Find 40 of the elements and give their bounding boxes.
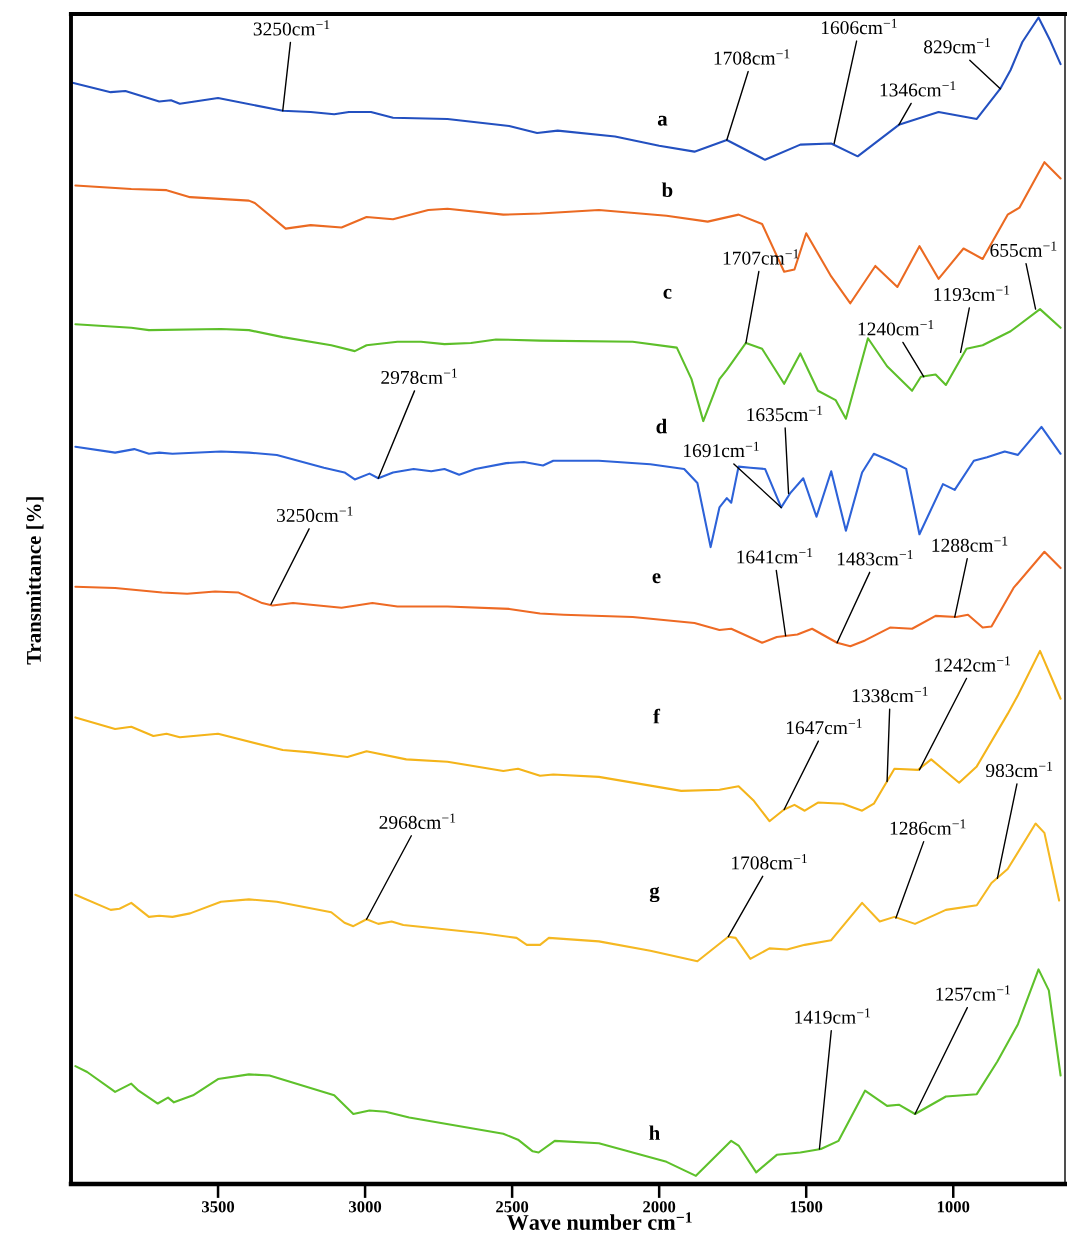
annotation: 1708cm$^{−1}$	[714, 49, 790, 65]
x-tick-label: 1500	[790, 1201, 823, 1213]
annotation: 1635cm$^{−1}$	[747, 405, 823, 422]
text: c	[663, 288, 672, 299]
text: g	[649, 886, 660, 903]
annotation: 3250cm$^{−1}$	[253, 20, 330, 36]
annotation: 1641cm$^{−1}$	[737, 548, 813, 564]
series-label: h	[649, 1125, 660, 1140]
annotation: 1483cm$^{−1}$	[837, 550, 913, 566]
annotation: 1240cm$^{−1}$	[858, 320, 934, 336]
annotation: 1606cm$^{−1}$	[821, 18, 897, 35]
annotation: 2968cm$^{−1}$	[379, 813, 456, 829]
annotation: 1257cm$^{−1}$	[936, 985, 1011, 1001]
series-label: b	[661, 182, 673, 198]
text: f	[653, 708, 661, 724]
annotation: 3250cm$^{−1}$	[277, 506, 353, 522]
annotation: 1338cm$^{−1}$	[852, 686, 928, 703]
x-tick-label: 3000	[349, 1201, 382, 1213]
x-tick-label: 2500	[496, 1201, 529, 1213]
x-tick-label: 3500	[202, 1201, 235, 1213]
x-tick-label: 1000	[937, 1201, 970, 1213]
annotation: 1193cm$^{−1}$	[934, 285, 1010, 302]
annotation: 655cm$^{−1}$	[990, 241, 1057, 257]
series-label: d	[656, 418, 667, 434]
annotation: 1691cm$^{−1}$	[684, 441, 759, 458]
annotation: 1647cm$^{−1}$	[786, 718, 862, 735]
x-tick-label: 2000	[643, 1201, 676, 1213]
annotation: 1286cm$^{−1}$	[890, 819, 966, 835]
annotation: 1242cm$^{−1}$	[935, 656, 1011, 672]
annotation: 1288cm$^{−1}$	[932, 536, 1008, 552]
annotation: 983cm$^{−1}$	[985, 761, 1053, 778]
annotation: 2978cm$^{−1}$	[381, 368, 457, 385]
y-axis-title: Transmittance [%]	[26, 497, 44, 665]
annotation: 1419cm$^{−1}$	[795, 1008, 871, 1024]
annotation: 1346cm$^{−1}$	[880, 81, 956, 97]
series-label: e	[652, 573, 661, 584]
annotation: 829cm$^{−1}$	[924, 37, 991, 54]
series-label: a	[657, 115, 668, 126]
annotation: 1708cm$^{−1}$	[732, 854, 807, 870]
x-axis-title: Wave number cm$^{−1}$	[506, 1212, 692, 1231]
